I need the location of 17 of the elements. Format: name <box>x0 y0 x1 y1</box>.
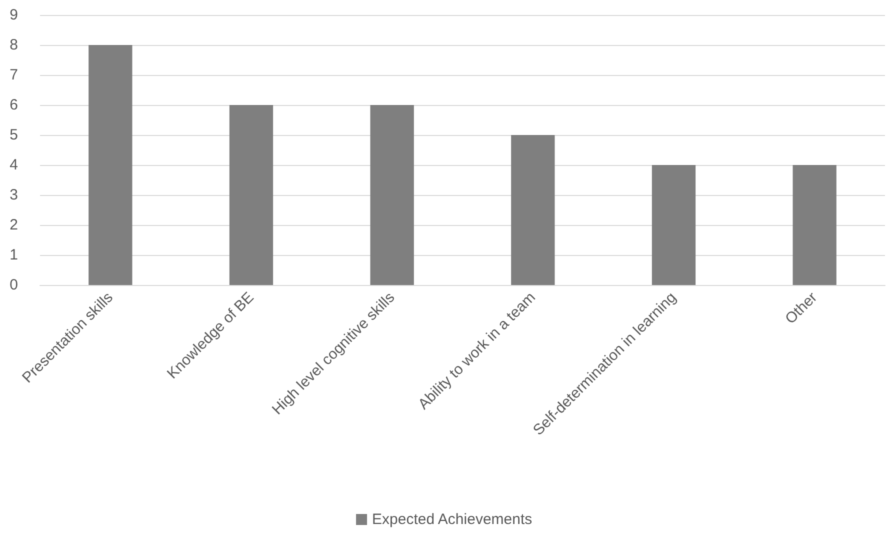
bar <box>370 105 414 285</box>
y-tick-label: 9 <box>10 6 18 24</box>
y-tick-label: 6 <box>10 96 18 114</box>
y-tick-label: 1 <box>10 246 18 264</box>
y-tick-label: 8 <box>10 36 18 54</box>
y-tick-label: 7 <box>10 66 18 84</box>
bar <box>229 105 274 285</box>
bar <box>652 165 696 285</box>
y-tick-label: 5 <box>10 126 18 144</box>
y-tick-label: 3 <box>10 186 18 204</box>
bar <box>792 165 836 285</box>
bar <box>88 45 132 285</box>
y-tick-label: 2 <box>10 216 18 234</box>
y-tick-label: 0 <box>10 276 18 294</box>
y-tick-label: 4 <box>10 156 18 174</box>
legend-label: Expected Achievements <box>372 511 532 528</box>
bar <box>511 135 555 285</box>
